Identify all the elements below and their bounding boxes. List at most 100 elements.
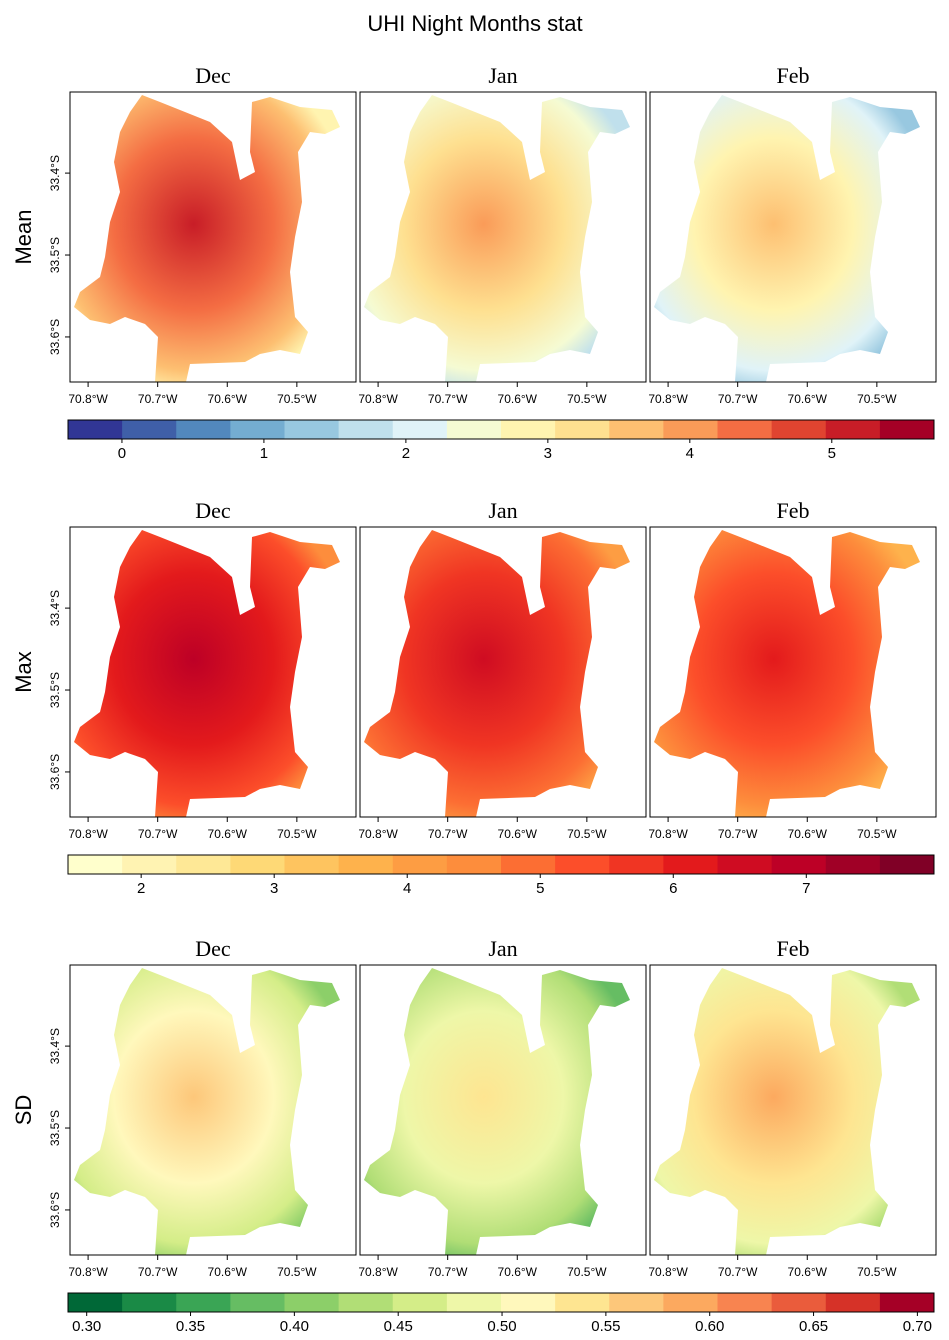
panel-title: Feb [777, 63, 810, 88]
panel-frame [649, 526, 937, 818]
urban-area [364, 968, 630, 1255]
colorbar-tick-label: 0 [118, 445, 126, 462]
colorbar-bin [68, 1293, 123, 1312]
colorbar-bin [176, 420, 231, 439]
colorbar-bin [825, 1293, 881, 1312]
colorbar-frame [67, 1292, 935, 1313]
x-tick-label: 70.6°W [208, 1265, 248, 1279]
colorbar-tick-label: 7 [802, 880, 810, 897]
x-tick-label: 70.7°W [428, 1265, 468, 1279]
row-label: Max [11, 651, 36, 693]
colorbar-bin [230, 1293, 285, 1312]
colorbar-bin [122, 420, 177, 439]
x-tick-label: 70.6°W [208, 827, 248, 841]
x-tick-label: 70.7°W [428, 827, 468, 841]
colorbar-tick-label: 4 [403, 880, 411, 897]
x-tick-label: 70.6°W [208, 392, 248, 406]
panel-title: Feb [777, 498, 810, 523]
y-tick-label: 33.5°S [48, 237, 62, 273]
urban-area [654, 968, 920, 1255]
urban-area [654, 530, 920, 817]
colorbar-bin [68, 855, 123, 874]
colorbar-bin [122, 855, 177, 874]
colorbar-tick-label: 0.45 [384, 1318, 413, 1335]
y-tick-label: 33.6°S [48, 319, 62, 355]
colorbar-bin [284, 1293, 340, 1312]
colorbar-bin [338, 855, 394, 874]
panel-title: Dec [195, 936, 231, 961]
panel-frame [359, 964, 647, 1256]
colorbar-tick-label: 3 [544, 445, 552, 462]
colorbar-tick-label: 6 [669, 880, 677, 897]
colorbar-bin [501, 420, 556, 439]
panel-title: Jan [488, 63, 517, 88]
colorbar-bin [555, 1293, 610, 1312]
colorbar-bin [717, 855, 773, 874]
x-tick-label: 70.6°W [498, 1265, 538, 1279]
colorbar-bin [663, 855, 718, 874]
x-tick-label: 70.5°W [857, 1265, 897, 1279]
x-tick-label: 70.8°W [648, 392, 688, 406]
y-tick-label: 33.4°S [48, 590, 62, 626]
colorbar-bin [392, 420, 448, 439]
panel-title: Feb [777, 936, 810, 961]
row-label: Mean [11, 209, 36, 264]
panel-frame [359, 91, 647, 383]
x-tick-label: 70.7°W [138, 1265, 178, 1279]
colorbar-bin [879, 420, 935, 439]
colorbar-bin [717, 1293, 773, 1312]
colorbar-bin [771, 420, 827, 439]
colorbar-bin [555, 420, 610, 439]
y-tick-label: 33.5°S [48, 672, 62, 708]
colorbar-bin [501, 855, 556, 874]
colorbar-tick-label: 0.35 [176, 1318, 205, 1335]
x-tick-label: 70.7°W [718, 1265, 758, 1279]
colorbar-bin [771, 855, 827, 874]
colorbar-tick-label: 0.55 [591, 1318, 620, 1335]
x-tick-label: 70.7°W [428, 392, 468, 406]
colorbar-bin [284, 420, 340, 439]
colorbar-bin [771, 1293, 827, 1312]
colorbar-bin [555, 855, 610, 874]
panel-title: Dec [195, 63, 231, 88]
panel-frame [69, 526, 357, 818]
x-tick-label: 70.6°W [498, 392, 538, 406]
row-label: SD [11, 1095, 36, 1126]
panel-frame [69, 964, 357, 1256]
x-tick-label: 70.5°W [277, 1265, 317, 1279]
colorbar-bin [392, 1293, 448, 1312]
colorbar-bin [122, 1293, 177, 1312]
y-tick-label: 33.4°S [48, 1028, 62, 1064]
panel-frame [359, 526, 647, 818]
colorbar-tick-label: 5 [536, 880, 544, 897]
colorbar-bin [609, 855, 664, 874]
x-tick-label: 70.5°W [857, 827, 897, 841]
x-tick-label: 70.5°W [567, 1265, 607, 1279]
urban-area [364, 95, 630, 382]
panel-frame [649, 964, 937, 1256]
urban-area [364, 530, 630, 817]
colorbar-bin [825, 420, 881, 439]
x-tick-label: 70.8°W [68, 1265, 108, 1279]
colorbar-bin [68, 420, 123, 439]
figure-title: UHI Night Months stat [367, 11, 582, 36]
urban-area [74, 95, 340, 382]
x-tick-label: 70.8°W [358, 827, 398, 841]
colorbar-bin [609, 1293, 664, 1312]
colorbar-frame [67, 854, 935, 875]
colorbar-tick-label: 0.30 [72, 1318, 101, 1335]
x-tick-label: 70.5°W [277, 392, 317, 406]
x-tick-label: 70.8°W [68, 392, 108, 406]
colorbar-tick-label: 0.50 [487, 1318, 516, 1335]
x-tick-label: 70.5°W [857, 392, 897, 406]
colorbar-bin [446, 855, 502, 874]
x-tick-label: 70.7°W [138, 392, 178, 406]
colorbar-bin [446, 420, 502, 439]
colorbar-bin [879, 855, 935, 874]
x-tick-label: 70.7°W [718, 827, 758, 841]
x-tick-label: 70.6°W [788, 1265, 828, 1279]
colorbar-tick-label: 2 [402, 445, 410, 462]
colorbar-tick-label: 2 [137, 880, 145, 897]
colorbar-tick-label: 4 [686, 445, 694, 462]
